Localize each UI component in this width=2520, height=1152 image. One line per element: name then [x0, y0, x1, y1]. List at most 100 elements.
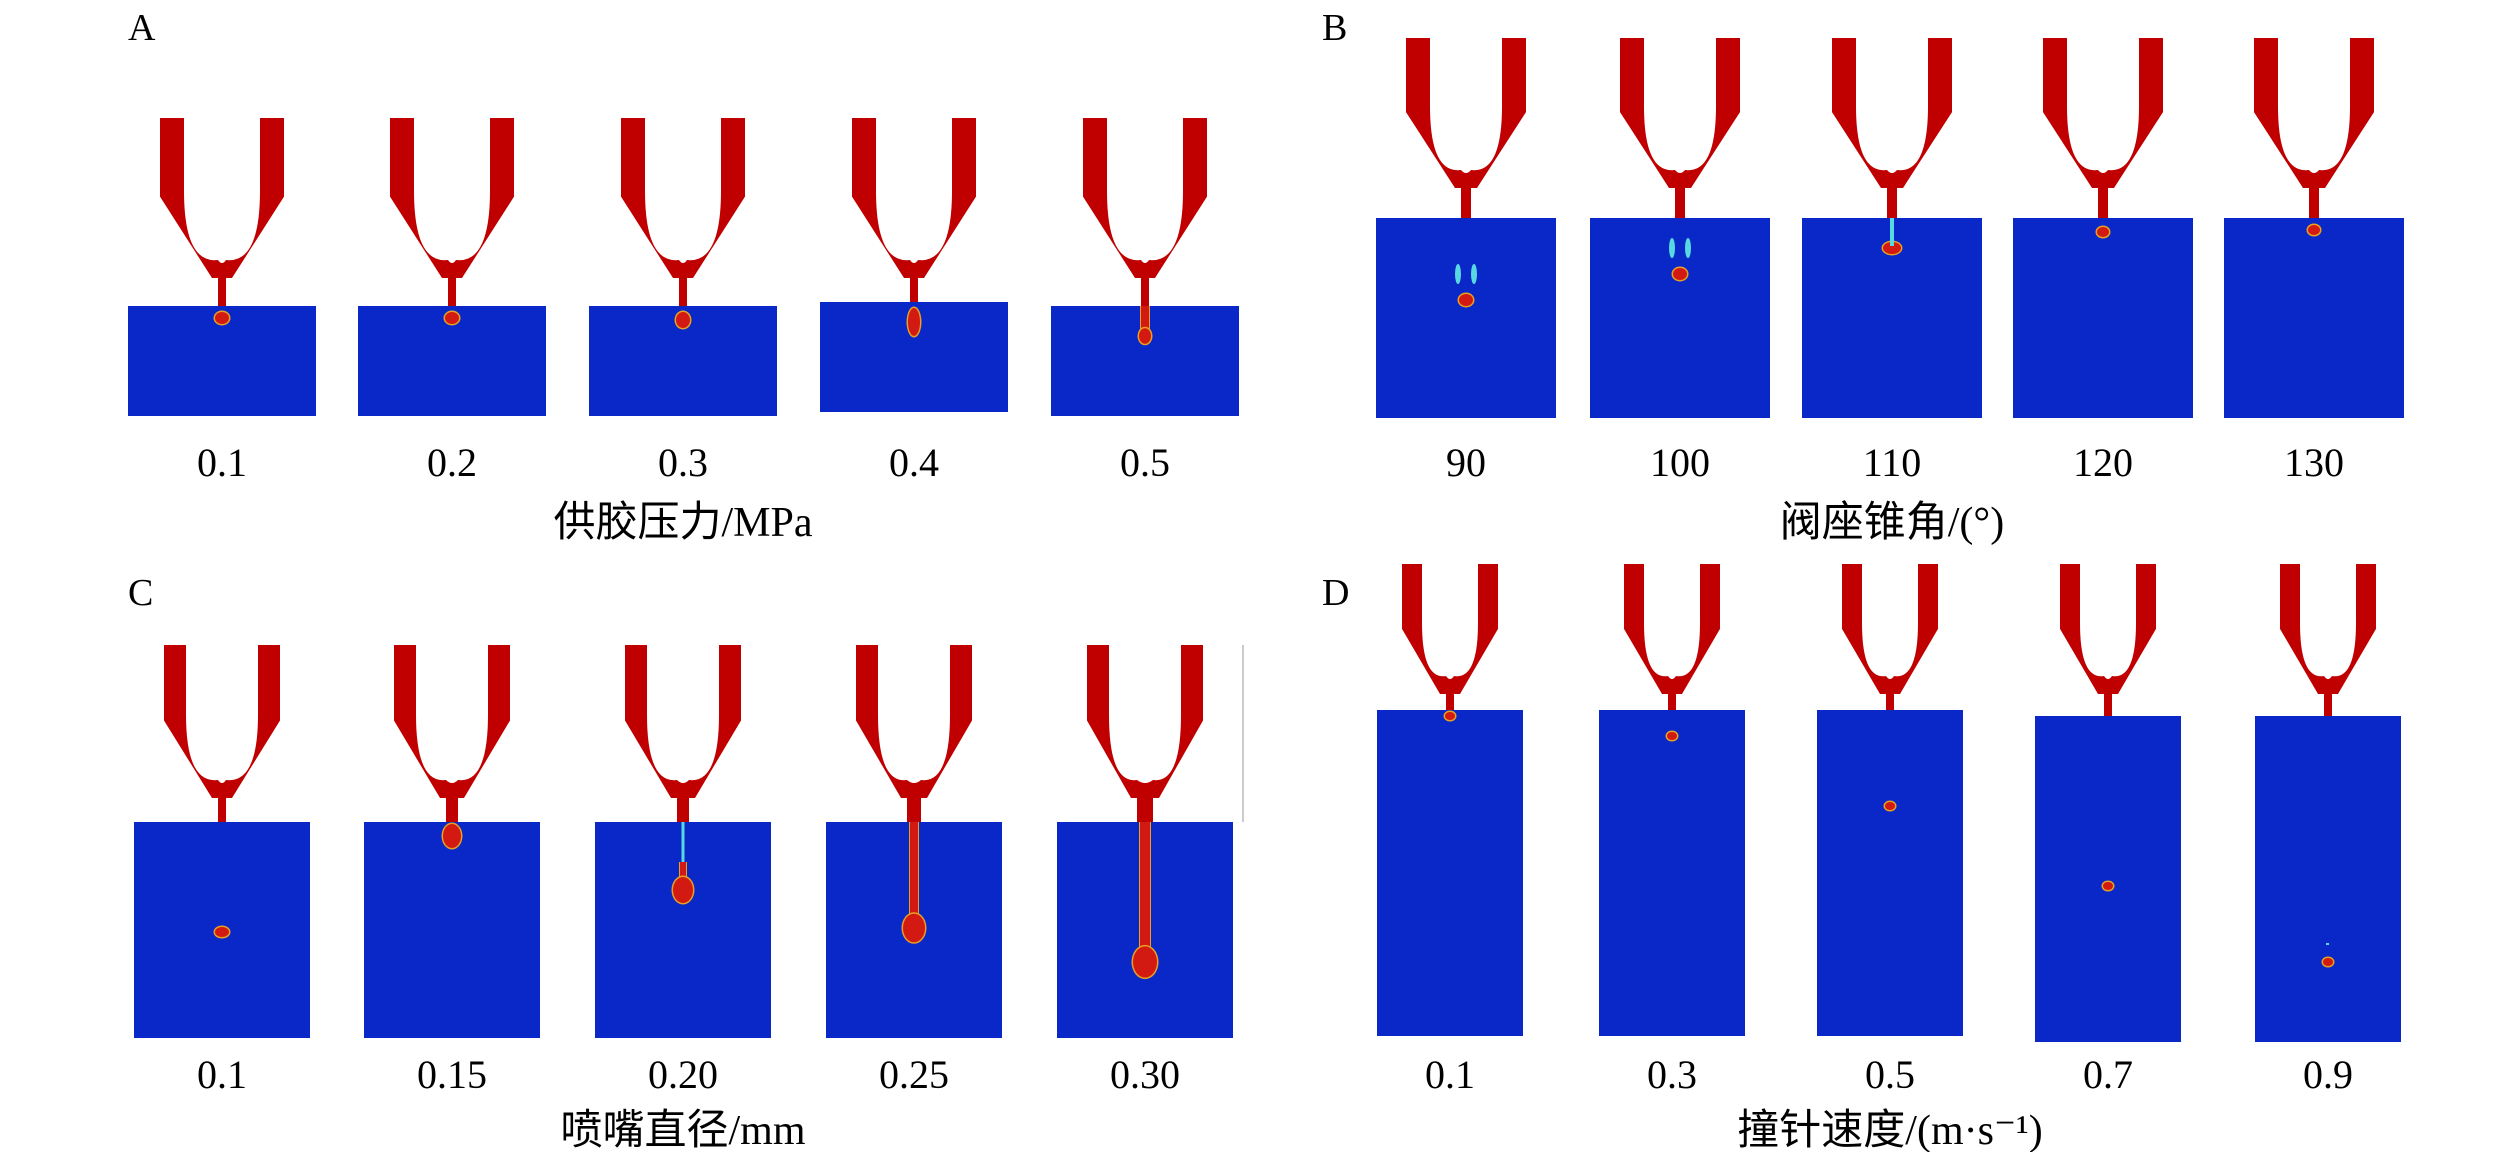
nozzle-outlet [907, 796, 921, 822]
spray-fragment [1471, 264, 1477, 284]
droplet-core [2103, 882, 2113, 890]
valve-nozzle-icon [621, 118, 745, 306]
fluid-domain [1599, 710, 1745, 1036]
nozzle-outlet [218, 796, 226, 822]
droplet-core [215, 927, 229, 937]
spray-fragment [2326, 943, 2329, 945]
glue-droplet-icon [2321, 956, 2335, 968]
nozzle-body [164, 645, 280, 798]
case-label: 130 [2284, 440, 2344, 485]
droplet-core [1133, 946, 1157, 978]
droplet-core [215, 312, 229, 324]
nozzle-body [1620, 38, 1740, 188]
nozzle-body [1842, 564, 1938, 694]
case-label: 100 [1650, 440, 1710, 485]
fluid-domain [364, 822, 540, 1038]
nozzle-outlet [1461, 186, 1471, 218]
droplet-core [443, 824, 461, 848]
nozzle-outlet [218, 276, 226, 306]
glue-jet [1139, 822, 1151, 962]
case-label: 0.4 [889, 440, 939, 485]
spray-fragments [1455, 264, 1477, 284]
droplet-core [1673, 268, 1687, 280]
glue-droplet-icon [213, 925, 231, 939]
nozzle-body [390, 118, 514, 278]
case-label: 0.3 [1647, 1052, 1697, 1097]
spray-fragment [1455, 264, 1461, 284]
case-label: 0.15 [417, 1052, 487, 1097]
nozzle-outlet [1886, 692, 1894, 710]
nozzle-outlet [2309, 186, 2319, 218]
panel-a-tick-labels: 0.1 0.2 0.3 0.4 0.5 [197, 440, 1170, 485]
nozzle-body [1087, 645, 1203, 798]
valve-nozzle-icon [160, 118, 284, 306]
droplet-core [673, 877, 693, 903]
fluid-domain [2255, 716, 2401, 1042]
glue-jet [909, 822, 919, 928]
valve-nozzle-icon [2254, 38, 2374, 218]
nozzle-body [2060, 564, 2156, 694]
panel-letter-c: C [128, 572, 153, 614]
panel-letter-a: A [128, 7, 156, 49]
droplet-core [1885, 802, 1895, 810]
valve-nozzle-icon [1406, 38, 1526, 218]
nozzle-body [1624, 564, 1720, 694]
nozzle-body [2254, 38, 2374, 188]
case-label: 90 [1446, 440, 1486, 485]
case-label: 0.1 [197, 1052, 247, 1097]
panel-b-tick-labels: 90 100 110 120 130 [1446, 440, 2344, 485]
glue-droplet-icon [2306, 223, 2322, 237]
glue-droplet-icon [1881, 240, 1903, 256]
nozzle-outlet [2324, 692, 2332, 716]
droplet-core [2097, 227, 2109, 237]
droplet-core [1667, 732, 1677, 740]
jet-core [1141, 306, 1149, 336]
fluid-domain [1376, 218, 1556, 418]
fluid-domain [1377, 710, 1523, 1036]
glue-droplet-icon [1137, 326, 1153, 346]
glue-droplet-icon [1883, 800, 1897, 812]
nozzle-body [160, 118, 284, 278]
glue-droplet-icon [671, 875, 695, 905]
glue-droplet-icon [213, 310, 231, 326]
case-label: 0.5 [1120, 440, 1170, 485]
glue-droplet-icon [901, 912, 927, 944]
nozzle-outlet [1137, 796, 1153, 822]
glue-droplet-icon [1443, 710, 1457, 722]
droplet-core [2323, 958, 2333, 966]
nozzle-outlet [679, 276, 687, 306]
case-label: 0.1 [1425, 1052, 1475, 1097]
case-label: 0.5 [1865, 1052, 1915, 1097]
nozzle-outlet [1675, 186, 1685, 218]
valve-nozzle-icon [856, 645, 972, 822]
glue-droplet-icon [906, 306, 922, 338]
nozzle-body [1832, 38, 1952, 188]
glue-droplet-icon [443, 310, 461, 326]
case-label: 0.2 [427, 440, 477, 485]
case-label: 0.20 [648, 1052, 718, 1097]
glue-jet [1140, 306, 1150, 336]
droplet-core [908, 308, 920, 336]
panel-b-axis-title: 阀座锥角/(°) [1780, 499, 2004, 546]
glue-droplet-icon [1457, 292, 1475, 308]
droplet-core [445, 312, 459, 324]
nozzle-outlet [2098, 186, 2108, 218]
droplet-core [1139, 328, 1151, 344]
case-label: 110 [1863, 440, 1922, 485]
nozzle-outlet [448, 276, 456, 306]
nozzle-body [1402, 564, 1498, 694]
fluid-domain [2035, 716, 2181, 1042]
case-label: 0.3 [658, 440, 708, 485]
nozzle-body [856, 645, 972, 798]
jet-core [910, 822, 918, 928]
droplet-core [1445, 712, 1455, 720]
nozzle-body [2280, 564, 2376, 694]
droplet-core [2308, 225, 2320, 235]
droplet-core [1459, 294, 1473, 306]
panel-d-tick-labels: 0.1 0.3 0.5 0.7 0.9 [1425, 1052, 2353, 1097]
valve-nozzle-icon [1832, 38, 1952, 218]
nozzle-body [852, 118, 976, 278]
valve-nozzle-icon [1083, 118, 1207, 306]
fluid-domain [1590, 218, 1770, 418]
